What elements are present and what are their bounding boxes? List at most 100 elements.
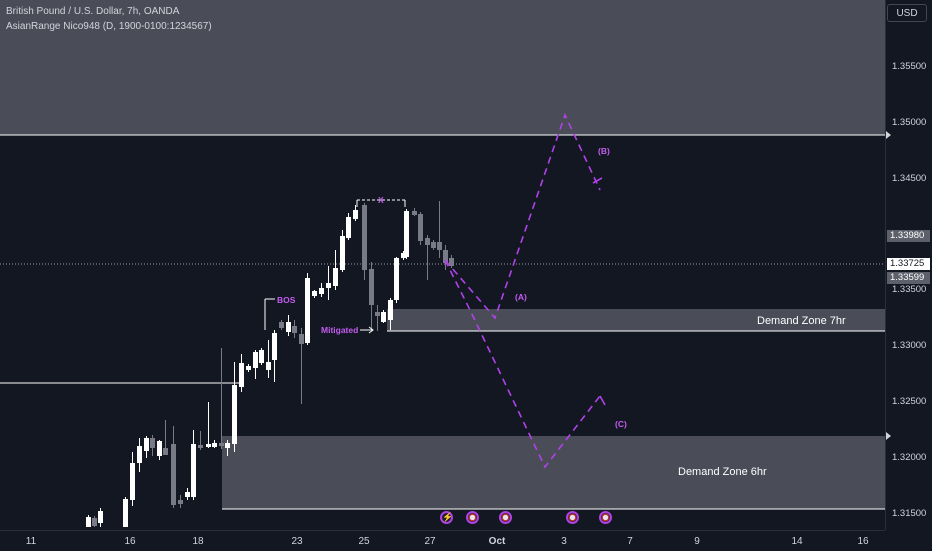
- candle-body: [362, 205, 367, 270]
- wave-b-label: (B): [598, 146, 610, 156]
- time-tick: 16: [857, 536, 869, 547]
- candle-body: [137, 446, 142, 463]
- candle-body: [212, 443, 217, 447]
- time-tick: 27: [424, 536, 436, 547]
- candle-body: [418, 214, 423, 241]
- supply-zone-shading: [0, 0, 885, 135]
- candle-body: [375, 312, 380, 316]
- candle-body: [286, 322, 291, 332]
- us-flag-icon[interactable]: [566, 511, 579, 524]
- time-tick: 3: [561, 536, 567, 547]
- candle-body: [232, 385, 237, 444]
- time-tick: 18: [192, 536, 204, 547]
- candle-body: [206, 444, 211, 447]
- candle-body: [340, 236, 345, 270]
- candle-body: [266, 362, 271, 370]
- time-tick: 23: [291, 536, 303, 547]
- candle-body: [404, 211, 409, 257]
- candle-body: [353, 210, 358, 219]
- demand-zone-7hr-label: Demand Zone 7hr: [757, 315, 846, 327]
- time-tick: 16: [124, 536, 136, 547]
- bos-label: BOS: [277, 295, 296, 305]
- price-tick: 1.32500: [892, 396, 927, 407]
- price-label-upper: 1.33980: [887, 230, 930, 242]
- wave-a-label: (A): [515, 292, 527, 302]
- candle-body: [272, 333, 277, 360]
- candle-body: [157, 441, 162, 456]
- candle-body: [381, 312, 386, 322]
- x-label: X: [378, 195, 384, 205]
- candle-body: [86, 517, 91, 527]
- time-tick: 14: [791, 536, 803, 547]
- price-chart[interactable]: [0, 0, 885, 530]
- candle-body: [299, 334, 304, 344]
- price-tick: 1.33000: [892, 340, 927, 351]
- time-tick: 9: [694, 536, 700, 547]
- demand-zone-7hr: [387, 309, 885, 331]
- zone-arrow-icon: [886, 432, 891, 440]
- candle-body: [163, 448, 168, 455]
- price-tick: 1.34500: [892, 173, 927, 184]
- price-tick: 1.35000: [892, 117, 927, 128]
- candle-body: [369, 269, 374, 305]
- us-flag-icon[interactable]: [499, 511, 512, 524]
- candle-body: [178, 500, 183, 504]
- candle-body: [144, 438, 149, 451]
- candle-body: [123, 499, 128, 527]
- mitigated-label: Mitigated: [321, 325, 359, 335]
- projection-path-bearish: [444, 259, 601, 469]
- candle-body: [253, 352, 258, 368]
- candle-body: [239, 363, 244, 387]
- candle-body: [198, 445, 203, 448]
- candle-body: [191, 444, 196, 497]
- candle-body: [425, 238, 430, 245]
- price-tick: 1.33500: [892, 284, 927, 295]
- candle-body: [219, 443, 224, 446]
- zone-arrow-icon: [886, 131, 891, 139]
- price-label-lower: 1.33599: [887, 272, 930, 284]
- currency-button[interactable]: USD: [887, 4, 927, 22]
- time-tick: 7: [627, 536, 633, 547]
- candle-body: [279, 322, 284, 328]
- demand-zone-6hr-label: Demand Zone 6hr: [678, 466, 767, 478]
- us-flag-icon[interactable]: [466, 511, 479, 524]
- us-flag-icon[interactable]: [599, 511, 612, 524]
- candle-body: [312, 291, 317, 296]
- indicator-legend[interactable]: AsianRange Nico948 (D, 1900-0100:1234567…: [6, 21, 212, 32]
- lightning-icon[interactable]: ⚡: [440, 511, 454, 524]
- wave-c-label: (C): [615, 419, 627, 429]
- candle-body: [319, 288, 324, 294]
- time-axis[interactable]: [0, 530, 885, 551]
- candle-body: [150, 438, 155, 448]
- price-tick: 1.31500: [892, 508, 927, 519]
- candle-body: [185, 492, 190, 497]
- candle-body: [401, 253, 406, 258]
- candle-body: [130, 463, 135, 500]
- candle-body: [92, 518, 97, 526]
- time-tick: Oct: [488, 536, 506, 547]
- candle-body: [394, 258, 399, 300]
- candle-body: [412, 211, 417, 215]
- time-tick: 11: [25, 536, 37, 547]
- candle-body: [259, 350, 264, 363]
- candle-body: [171, 444, 176, 505]
- candle-body: [449, 258, 454, 266]
- price-tick: 1.32000: [892, 452, 927, 463]
- projection-path-bullish: [444, 112, 601, 320]
- price-tick: 1.35500: [892, 61, 927, 72]
- price-label-current: 1.33725: [887, 258, 930, 270]
- candle-body: [431, 242, 436, 248]
- candle-body: [225, 443, 230, 448]
- candle-body: [443, 250, 448, 263]
- candle-body: [388, 300, 393, 320]
- candle-body: [346, 217, 351, 238]
- candle-body: [333, 268, 338, 286]
- candle-body: [437, 242, 442, 250]
- symbol-title[interactable]: British Pound / U.S. Dollar, 7h, OANDA: [6, 6, 180, 17]
- candle-body: [98, 511, 103, 523]
- time-tick: 25: [358, 536, 370, 547]
- candle-body: [326, 283, 331, 288]
- candle-body: [246, 366, 251, 370]
- candles: [86, 201, 454, 527]
- demand-zone-6hr: [222, 436, 885, 509]
